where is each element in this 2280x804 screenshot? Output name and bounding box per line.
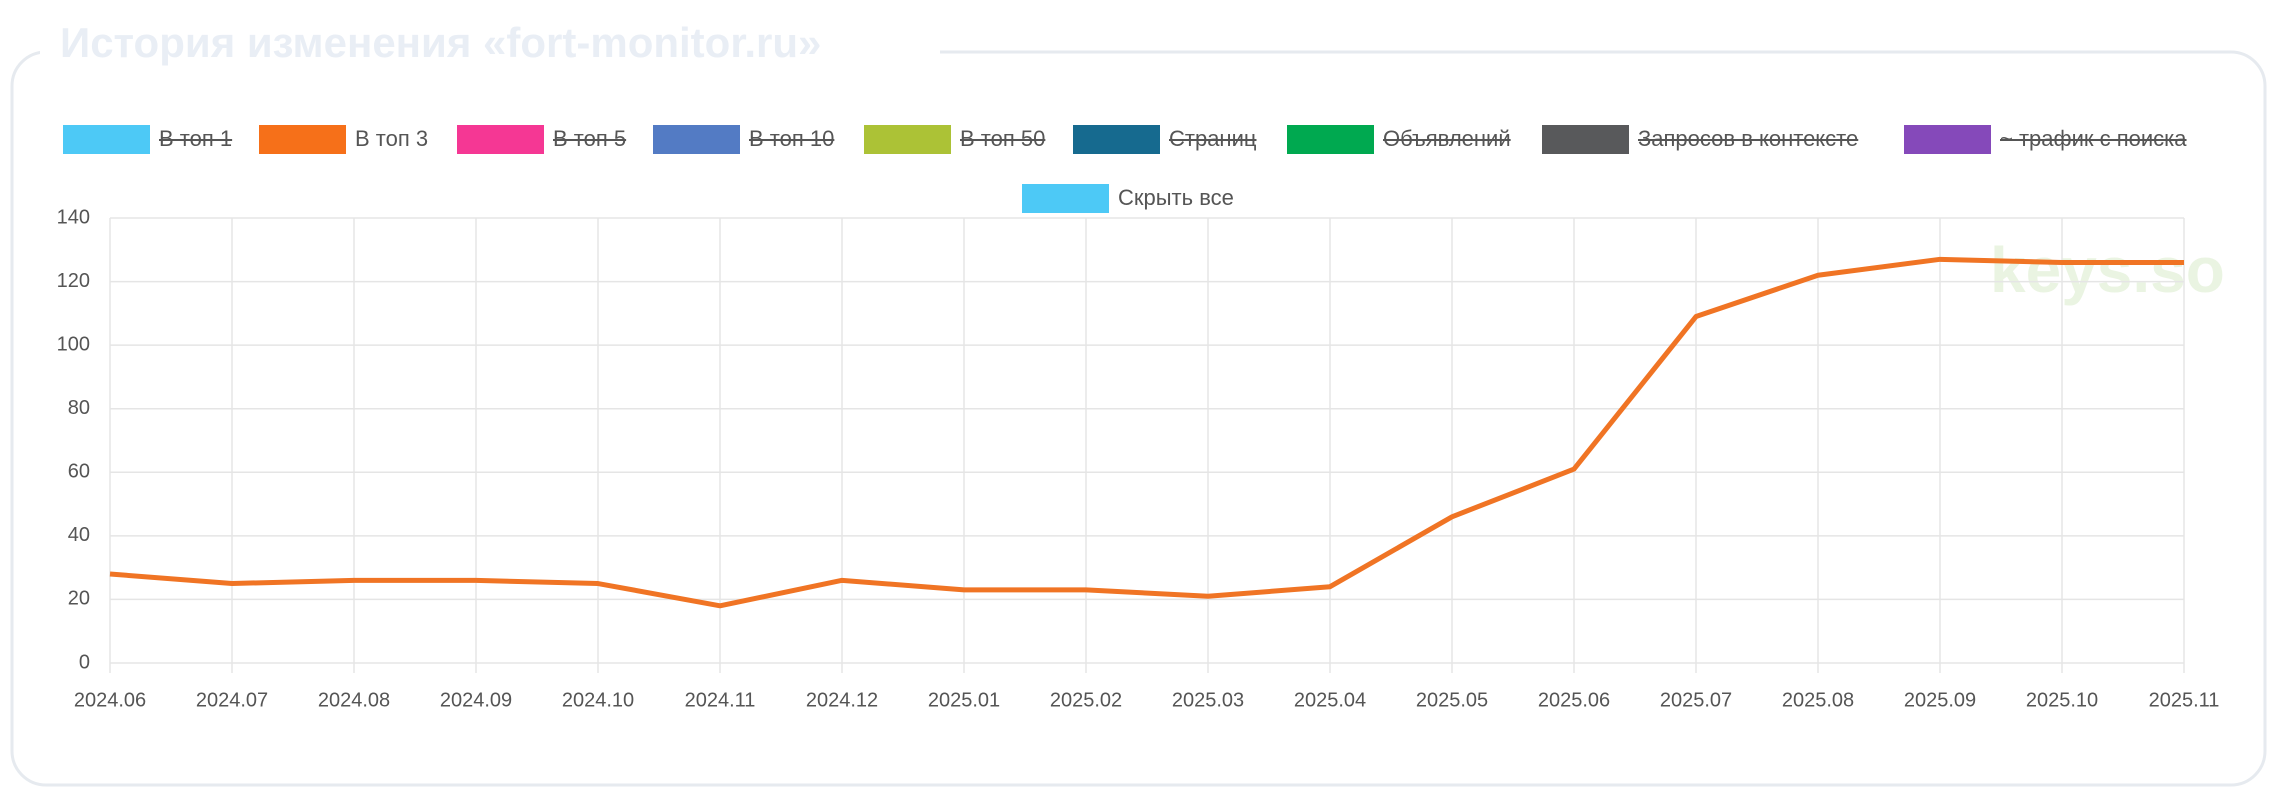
legend-label[interactable]: В топ 10 bbox=[749, 126, 834, 151]
y-tick-label: 80 bbox=[68, 397, 90, 419]
x-tick-label: 2024.06 bbox=[74, 689, 146, 711]
y-tick-label: 20 bbox=[68, 588, 90, 610]
legend-swatch[interactable] bbox=[1073, 125, 1160, 154]
watermark: keys.so bbox=[1990, 234, 2225, 306]
legend-label[interactable]: В топ 3 bbox=[355, 126, 428, 151]
x-tick-label: 2024.09 bbox=[440, 689, 512, 711]
legend-swatch[interactable] bbox=[864, 125, 951, 154]
legend-label[interactable]: В топ 50 bbox=[960, 126, 1045, 151]
x-tick-label: 2025.08 bbox=[1782, 689, 1854, 711]
x-tick-label: 2025.03 bbox=[1172, 689, 1244, 711]
legend-label[interactable]: Скрыть все bbox=[1118, 185, 1234, 210]
x-tick-label: 2024.10 bbox=[562, 689, 634, 711]
x-tick-label: 2024.12 bbox=[806, 689, 878, 711]
legend-label[interactable]: ~ трафик с поиска bbox=[2000, 126, 2187, 151]
y-tick-label: 0 bbox=[79, 651, 90, 673]
x-tick-label: 2025.09 bbox=[1904, 689, 1976, 711]
legend-label[interactable]: В топ 1 bbox=[159, 126, 232, 151]
x-tick-label: 2025.11 bbox=[2149, 689, 2220, 711]
x-tick-label: 2024.11 bbox=[685, 689, 756, 711]
x-tick-label: 2025.01 bbox=[928, 689, 1000, 711]
y-tick-label: 60 bbox=[68, 461, 90, 483]
x-tick-label: 2024.07 bbox=[196, 689, 268, 711]
x-tick-label: 2025.06 bbox=[1538, 689, 1610, 711]
series-line bbox=[109, 256, 2184, 609]
legend-swatch[interactable] bbox=[1022, 184, 1109, 213]
legend-swatch[interactable] bbox=[457, 125, 544, 154]
x-tick-label: 2025.05 bbox=[1416, 689, 1488, 711]
y-tick-label: 100 bbox=[57, 333, 90, 355]
x-tick-label: 2025.02 bbox=[1050, 689, 1122, 711]
legend-label[interactable]: Запросов в контексте bbox=[1638, 126, 1858, 151]
y-tick-label: 120 bbox=[57, 270, 90, 292]
legend-label[interactable]: Объявлений bbox=[1383, 126, 1511, 151]
x-tick-label: 2025.10 bbox=[2026, 689, 2098, 711]
legend-swatch[interactable] bbox=[1287, 125, 1374, 154]
x-tick-label: 2024.08 bbox=[318, 689, 390, 711]
card bbox=[10, 50, 2267, 787]
y-tick-label: 40 bbox=[68, 524, 90, 546]
card-title: История изменения «fort-monitor.ru» bbox=[60, 19, 821, 66]
x-tick-label: 2025.07 bbox=[1660, 689, 1732, 711]
legend-label[interactable]: Страниц bbox=[1169, 126, 1257, 151]
title-bg bbox=[40, 20, 940, 80]
legend-swatch[interactable] bbox=[1904, 125, 1991, 154]
legend-swatch[interactable] bbox=[259, 125, 346, 154]
legend-swatch[interactable] bbox=[63, 125, 150, 154]
legend-swatch[interactable] bbox=[1542, 125, 1629, 154]
legend-label[interactable]: В топ 5 bbox=[553, 126, 626, 151]
legend-swatch[interactable] bbox=[653, 125, 740, 154]
y-tick-label: 140 bbox=[57, 206, 90, 228]
x-tick-label: 2025.04 bbox=[1294, 689, 1366, 711]
